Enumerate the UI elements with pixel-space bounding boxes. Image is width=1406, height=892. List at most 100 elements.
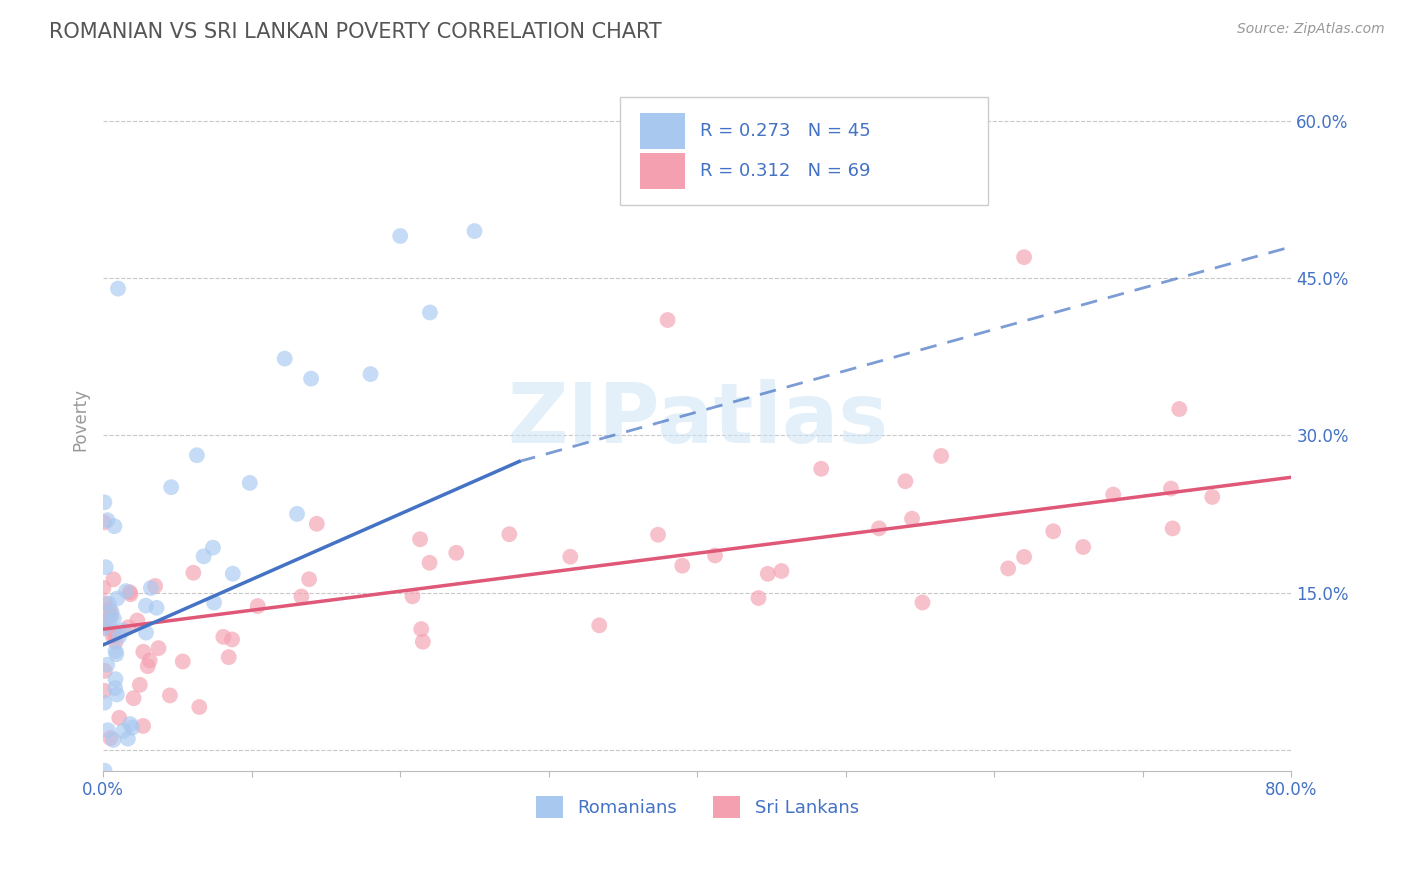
Point xyxy=(212,630,235,644)
Point xyxy=(389,229,412,244)
Point xyxy=(103,624,125,639)
Point xyxy=(93,581,115,595)
Point xyxy=(704,549,727,563)
Text: ROMANIAN VS SRI LANKAN POVERTY CORRELATION CHART: ROMANIAN VS SRI LANKAN POVERTY CORRELATI… xyxy=(49,22,662,42)
Point xyxy=(97,596,120,610)
Point xyxy=(108,629,131,643)
Point xyxy=(290,590,312,604)
Point xyxy=(172,655,194,669)
Point xyxy=(186,448,208,462)
Point xyxy=(412,634,434,648)
Point xyxy=(360,367,382,381)
Point xyxy=(96,657,118,672)
Point xyxy=(201,541,224,555)
Point xyxy=(103,733,125,747)
Point xyxy=(747,591,769,605)
Point xyxy=(118,585,141,599)
Point xyxy=(100,605,122,619)
Point xyxy=(246,599,269,613)
Point xyxy=(647,527,669,541)
Point xyxy=(101,629,124,643)
Point xyxy=(117,731,139,746)
Point xyxy=(120,587,142,601)
Point xyxy=(112,723,135,738)
Point xyxy=(115,584,138,599)
Point xyxy=(136,659,159,673)
Point xyxy=(588,618,610,632)
Point xyxy=(446,546,468,560)
Point xyxy=(98,603,121,617)
Point xyxy=(93,696,115,710)
Point xyxy=(104,644,127,658)
Point xyxy=(411,622,433,636)
Point xyxy=(299,371,322,385)
Point xyxy=(103,572,125,586)
Point xyxy=(202,596,225,610)
Text: Source: ZipAtlas.com: Source: ZipAtlas.com xyxy=(1237,22,1385,37)
Point xyxy=(127,614,149,628)
Point xyxy=(138,653,160,667)
Text: R = 0.273   N = 45: R = 0.273 N = 45 xyxy=(700,122,870,140)
Point xyxy=(1071,540,1094,554)
Point xyxy=(100,609,122,624)
Point xyxy=(104,628,127,642)
Point xyxy=(756,566,779,581)
Point xyxy=(305,516,328,531)
Point xyxy=(121,721,143,735)
Point xyxy=(108,711,131,725)
Point xyxy=(93,516,115,530)
Point xyxy=(97,723,120,738)
Point xyxy=(1168,402,1191,417)
Point xyxy=(770,564,793,578)
Point xyxy=(285,507,308,521)
Point xyxy=(868,521,890,535)
Point xyxy=(419,305,441,319)
FancyBboxPatch shape xyxy=(620,96,988,205)
Point xyxy=(183,566,205,580)
Point xyxy=(148,641,170,656)
Point xyxy=(100,731,122,745)
Point xyxy=(409,533,432,547)
Text: ZIPatlas: ZIPatlas xyxy=(506,379,887,460)
Point xyxy=(193,549,215,564)
Point xyxy=(132,645,155,659)
Point xyxy=(105,591,128,606)
Point xyxy=(93,495,115,509)
Point xyxy=(1012,549,1035,564)
Point xyxy=(120,717,142,731)
Point xyxy=(96,513,118,527)
Point xyxy=(117,620,139,634)
Point xyxy=(94,597,117,611)
Point xyxy=(139,581,162,595)
Point xyxy=(894,474,917,488)
Point xyxy=(93,764,115,778)
Point xyxy=(94,560,117,574)
Point xyxy=(810,462,832,476)
Point xyxy=(135,599,157,613)
Point xyxy=(911,595,934,609)
Point xyxy=(401,590,423,604)
Point xyxy=(93,664,115,678)
Point xyxy=(498,527,520,541)
Point xyxy=(104,672,127,686)
Point xyxy=(91,621,114,635)
Point xyxy=(929,449,952,463)
Point xyxy=(671,558,693,573)
Point xyxy=(104,681,127,695)
Point xyxy=(1201,490,1223,504)
Point xyxy=(103,612,125,626)
Point xyxy=(160,480,183,494)
Point xyxy=(1102,487,1125,501)
Point xyxy=(159,689,181,703)
Point xyxy=(657,313,679,327)
Point xyxy=(188,700,211,714)
Point xyxy=(218,650,240,665)
Point xyxy=(111,624,134,638)
Point xyxy=(98,615,121,629)
Point xyxy=(463,224,485,238)
Point xyxy=(145,600,167,615)
Point xyxy=(105,647,128,661)
Point xyxy=(901,511,924,525)
Bar xyxy=(640,153,685,189)
Point xyxy=(1042,524,1064,539)
